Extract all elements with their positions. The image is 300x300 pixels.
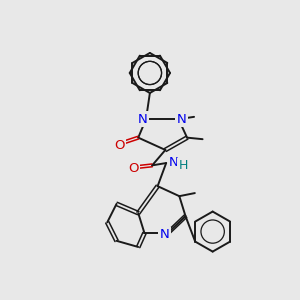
- Text: H: H: [178, 159, 188, 172]
- Text: N: N: [160, 228, 170, 241]
- Text: O: O: [128, 162, 139, 175]
- Text: N: N: [177, 113, 187, 126]
- Text: N: N: [169, 156, 179, 169]
- Text: O: O: [114, 139, 125, 152]
- Text: N: N: [138, 113, 148, 126]
